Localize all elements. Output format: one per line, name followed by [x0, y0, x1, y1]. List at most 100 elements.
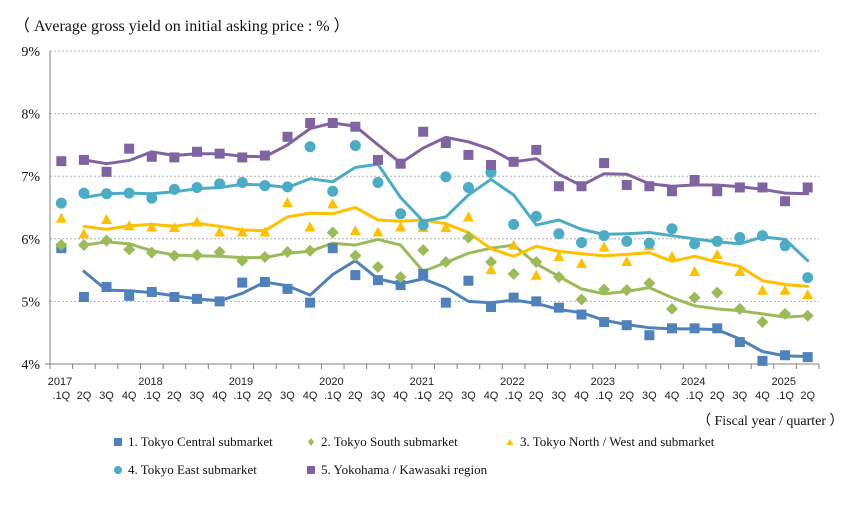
x-tick-label: 3Q	[552, 390, 567, 402]
x-tick-label: 3Q	[99, 390, 114, 402]
data-point-series-3	[78, 228, 90, 239]
x-tick-label: 4Q	[484, 390, 499, 402]
tick-labels: 9% 8% 7% 6% 5% 4% .1Q 2Q 3Q 4Q .1Q 2Q 3Q 4Q .1Q 2Q 3Q 4Q.…	[21, 45, 815, 402]
data-point-series-3	[462, 211, 474, 222]
data-point-series-4	[621, 235, 633, 247]
data-point-series-5	[621, 179, 632, 190]
x-tick-label: .1Q	[776, 390, 794, 402]
data-point-series-5	[192, 146, 203, 157]
data-point-series-1	[372, 275, 383, 286]
data-point-series-4	[689, 238, 701, 250]
x-tick-label: 4Q	[393, 390, 408, 402]
data-point-series-1	[780, 350, 791, 361]
data-point-series-5	[418, 126, 429, 137]
x-tick-label: 4Q	[122, 390, 137, 402]
chart-title: （ Average gross yield on initial asking …	[14, 18, 350, 35]
data-point-series-5	[553, 181, 564, 192]
data-point-series-3	[146, 221, 158, 232]
data-point-series-5	[327, 117, 338, 128]
x-axis-label: （ Fiscal year / quarter ）	[697, 414, 844, 429]
data-point-series-2	[688, 291, 701, 304]
data-point-series-2	[77, 239, 90, 252]
data-point-series-3	[553, 250, 565, 261]
year-label: 2017	[48, 376, 72, 388]
data-point-series-5	[124, 143, 135, 154]
x-tick-label: 2Q	[167, 390, 182, 402]
data-point-series-3	[530, 269, 542, 280]
trend-line-series-4	[82, 162, 810, 263]
data-point-series-3	[440, 222, 452, 233]
data-point-series-5	[666, 186, 677, 197]
data-point-series-3	[802, 289, 814, 300]
legend-label: 5. Yokohama / Kawasaki region	[321, 462, 488, 477]
data-point-series-5	[508, 156, 519, 167]
legend-marker-circle-icon	[114, 466, 122, 474]
data-point-series-3	[259, 226, 271, 237]
data-point-series-2	[462, 231, 475, 244]
data-point-series-2	[530, 255, 543, 268]
x-tick-label: .1Q	[324, 390, 342, 402]
data-point-series-4	[395, 208, 407, 220]
data-point-series-3	[779, 284, 791, 295]
data-point-series-3	[621, 255, 633, 266]
data-point-series-2	[620, 284, 633, 297]
legend-item-series-4: 4. Tokyo East submarket	[112, 462, 257, 478]
legend-item-series-2: 2. Tokyo South submarket	[305, 434, 458, 450]
x-tick-label: 2Q	[800, 390, 815, 402]
data-point-series-3	[689, 265, 701, 276]
data-point-series-5	[305, 117, 316, 128]
data-point-series-2	[507, 267, 520, 280]
x-tick-label: .1Q	[414, 390, 432, 402]
year-label: 2024	[681, 376, 705, 388]
x-tick-label: 3Q	[280, 390, 295, 402]
y-tick-label: 5%	[21, 295, 40, 310]
data-point-series-4	[123, 187, 135, 199]
y-tick-label: 9%	[21, 45, 40, 60]
data-point-series-1	[486, 302, 497, 313]
legend-marker-square-icon	[114, 438, 122, 446]
data-point-series-1	[124, 290, 135, 301]
data-point-series-2	[191, 249, 204, 262]
data-point-series-3	[734, 265, 746, 276]
data-point-series-4	[598, 230, 610, 242]
legend-label: 3. Tokyo North / West and submarket	[520, 434, 715, 449]
data-point-series-5	[282, 131, 293, 142]
legend-item-series-5: 5. Yokohama / Kawasaki region	[305, 462, 487, 478]
data-point-series-5	[689, 174, 700, 185]
data-point-series-2	[417, 244, 430, 257]
year-label: 2025	[772, 376, 796, 388]
data-point-series-3	[666, 250, 678, 261]
data-point-series-2	[439, 255, 452, 268]
data-point-series-2	[281, 245, 294, 258]
legend-marker-square-icon	[307, 466, 315, 474]
data-point-series-3	[508, 239, 520, 250]
data-point-series-5	[712, 186, 723, 197]
data-point-series-2	[213, 245, 226, 258]
trend-lines	[82, 121, 810, 358]
data-point-series-2	[55, 239, 68, 252]
data-point-series-5	[169, 152, 180, 163]
data-point-series-1	[508, 292, 519, 303]
trend-line-series-1	[82, 259, 810, 358]
x-tick-label: 2Q	[529, 390, 544, 402]
data-point-series-3	[372, 226, 384, 237]
data-point-series-2	[485, 255, 498, 268]
data-point-series-2	[756, 316, 769, 329]
data-point-series-2	[394, 270, 407, 283]
data-point-series-5	[146, 151, 157, 162]
data-point-series-4	[168, 183, 180, 195]
x-tick-label: 2Q	[438, 390, 453, 402]
data-point-series-4	[327, 185, 339, 197]
x-tick-label: .1Q	[52, 390, 70, 402]
data-point-series-3	[101, 214, 113, 225]
data-point-series-3	[756, 284, 768, 295]
data-point-series-5	[644, 181, 655, 192]
data-point-series-3	[395, 221, 407, 232]
x-tick-label: .1Q	[595, 390, 613, 402]
data-point-series-4	[530, 210, 542, 222]
data-point-series-1	[599, 317, 610, 328]
data-point-series-2	[371, 260, 384, 273]
data-point-series-3	[576, 257, 588, 268]
data-point-series-5	[214, 148, 225, 159]
data-point-series-3	[168, 222, 180, 233]
